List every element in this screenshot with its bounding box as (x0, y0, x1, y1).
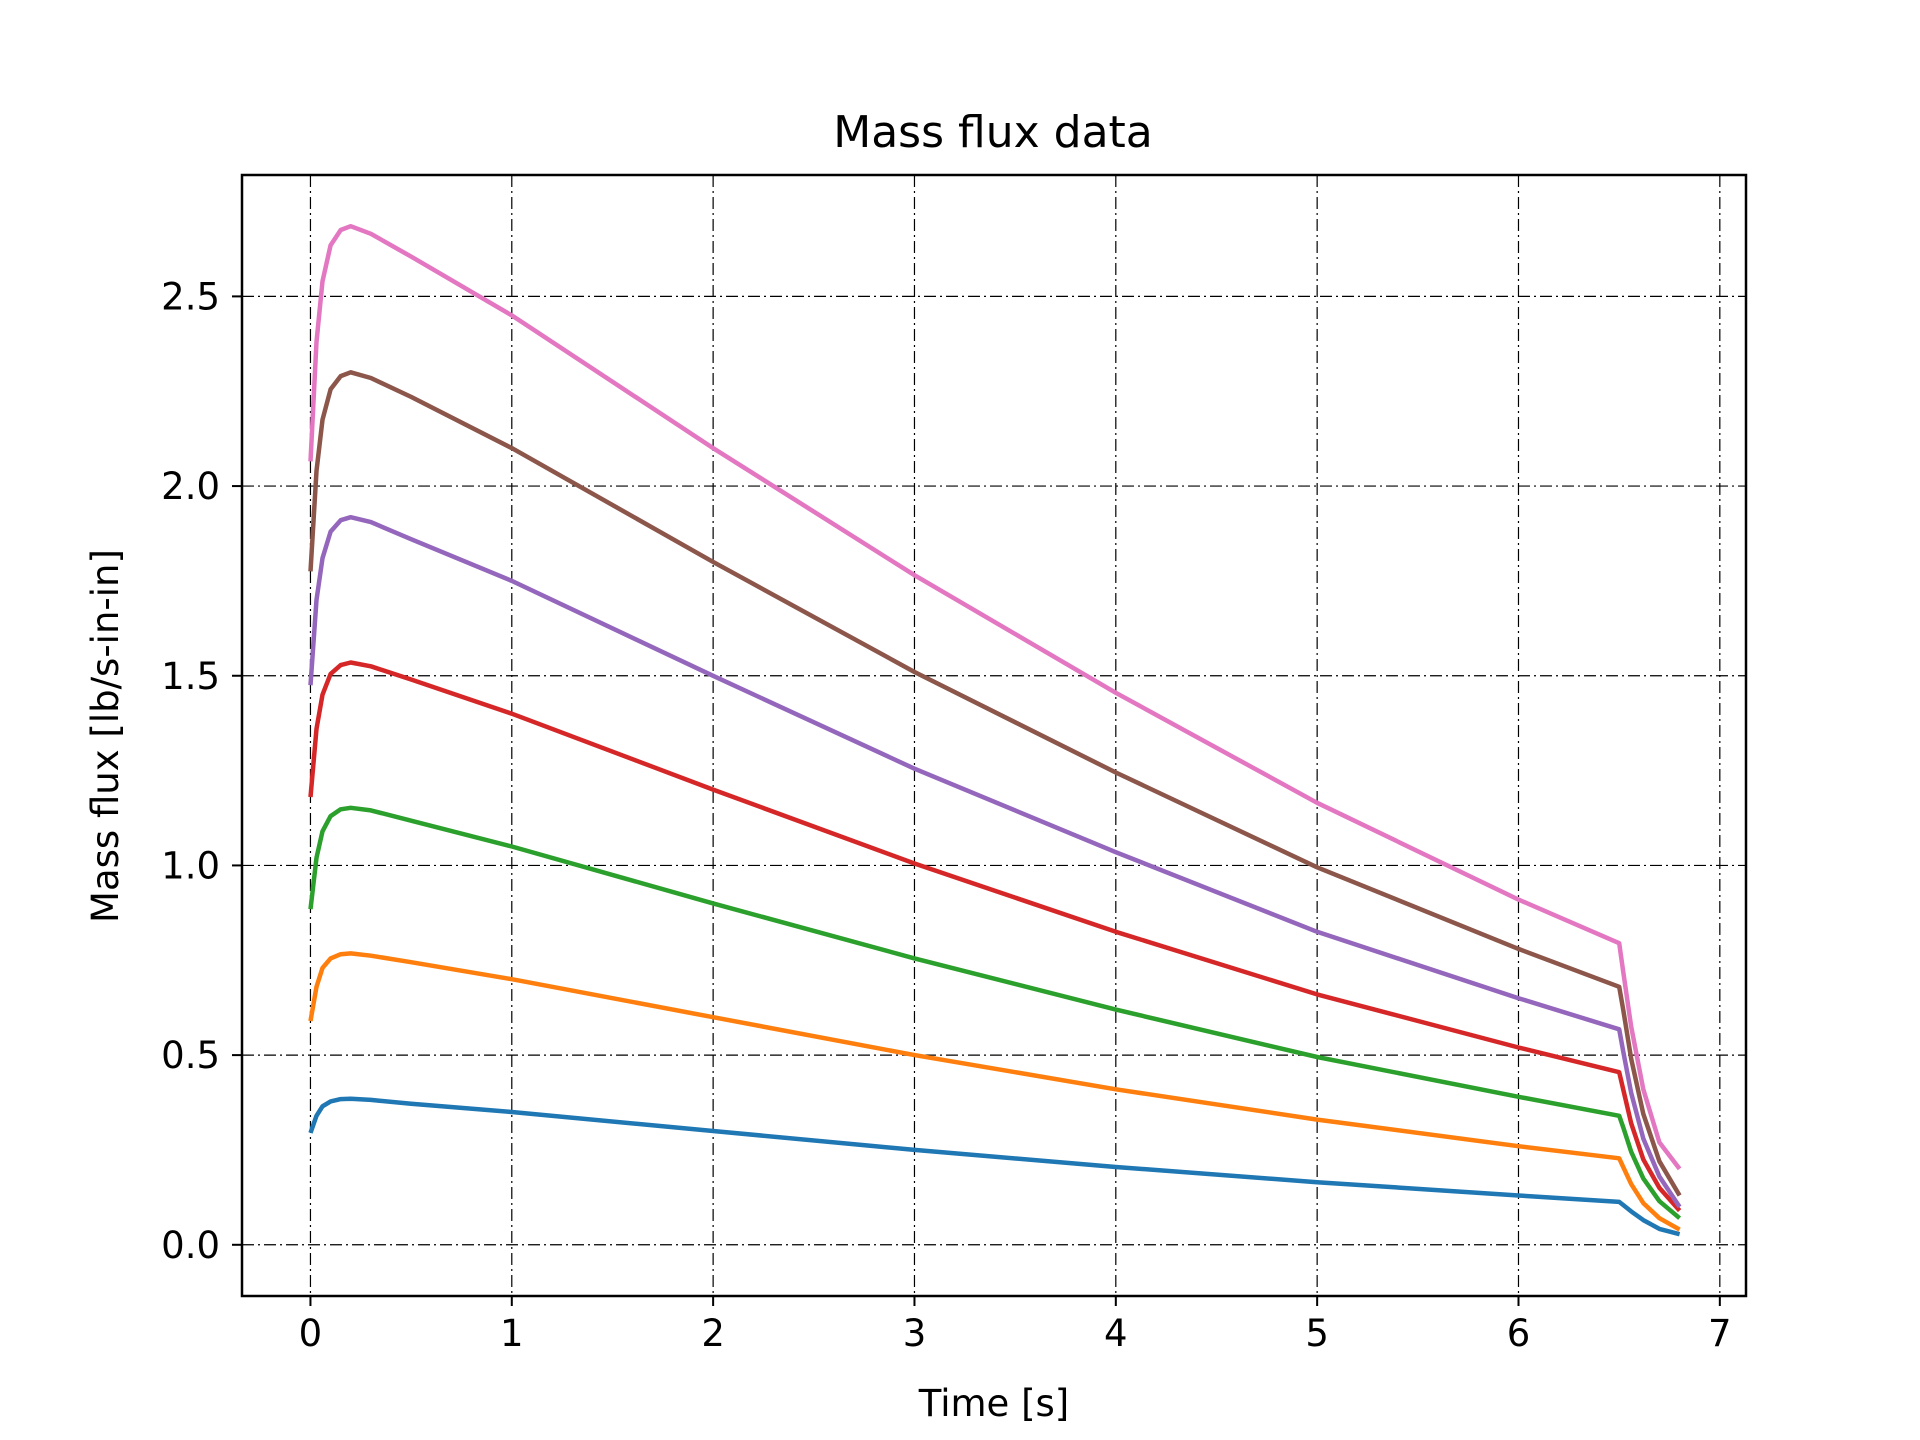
series-line-6 (308, 370, 1682, 1197)
series-line-1 (308, 1096, 1681, 1237)
y-tick-label: 1.0 (161, 844, 220, 887)
y-axis-ticks: 0.0 0.5 1.0 1.5 2.0 2.5 (161, 275, 242, 1267)
y-tick-label: 0.0 (161, 1224, 220, 1267)
series-line-2 (308, 951, 1681, 1232)
y-tick-label: 2.0 (161, 465, 220, 508)
x-tick-label: 3 (903, 1312, 927, 1355)
y-tick-label: 2.5 (161, 275, 220, 318)
chart-title: Mass flux data (833, 107, 1153, 158)
plot-frame (240, 173, 1748, 1298)
series-line-3 (308, 805, 1682, 1220)
y-tick-label: 1.5 (161, 655, 220, 698)
series-lines (308, 223, 1682, 1237)
series-line-5 (308, 514, 1682, 1209)
grid-lines (242, 175, 1746, 1296)
x-tick-label: 5 (1305, 1312, 1329, 1355)
x-tick-label: 7 (1708, 1312, 1732, 1355)
x-tick-label: 2 (701, 1312, 725, 1355)
series-line-7 (308, 223, 1682, 1171)
y-axis-label: Mass flux [lb/s-in-in] (84, 549, 127, 923)
x-axis-ticks: 0 1 2 3 4 5 6 7 (299, 1296, 1732, 1355)
y-tick-label: 0.5 (161, 1034, 220, 1077)
series-line-4 (308, 660, 1682, 1213)
x-tick-label: 1 (500, 1312, 524, 1355)
x-tick-label: 0 (299, 1312, 323, 1355)
x-axis-label: Time [s] (918, 1382, 1069, 1425)
x-tick-label: 4 (1104, 1312, 1128, 1355)
x-tick-label: 6 (1507, 1312, 1531, 1355)
